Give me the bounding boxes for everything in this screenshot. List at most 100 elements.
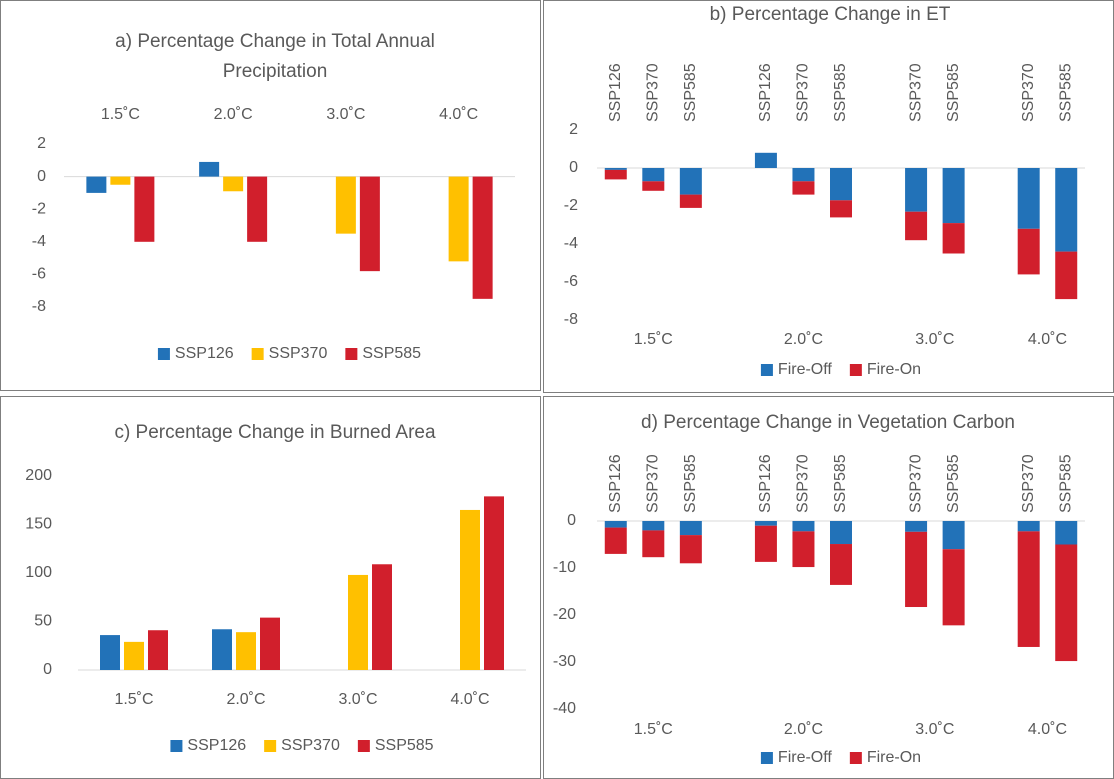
bar [86, 176, 107, 193]
bar [905, 211, 928, 241]
legend-swatch [849, 364, 862, 376]
x-tick-label: SSP585 [682, 63, 699, 122]
bar [448, 176, 469, 262]
y-tick-label: 0 [43, 661, 52, 678]
bar [472, 176, 493, 299]
y-tick-label: 0 [569, 159, 578, 176]
bar [335, 176, 356, 234]
bar [236, 632, 256, 670]
bar [792, 531, 815, 568]
legend-swatch [157, 348, 170, 360]
bar [359, 176, 380, 272]
bar [830, 521, 852, 545]
x-tick-label: SSP585 [945, 454, 962, 513]
bar [1055, 168, 1078, 252]
bar [942, 549, 965, 626]
bar [1017, 168, 1040, 229]
legend-swatch [760, 364, 773, 376]
group-label: 4.0˚C [1028, 331, 1067, 348]
bar [100, 635, 120, 670]
bar [942, 521, 965, 550]
bar [1055, 521, 1078, 545]
x-tick-label: SSP126 [607, 63, 624, 122]
x-tick-label: 2.0˚C [226, 691, 265, 708]
bar [679, 194, 702, 208]
bar [1017, 228, 1040, 275]
group-label: 4.0˚C [1028, 721, 1067, 738]
y-tick-label: 0 [567, 512, 576, 529]
legend-label: Fire-On [867, 749, 921, 766]
bar [348, 574, 368, 670]
bar [754, 521, 777, 526]
y-tick-label: -6 [564, 273, 578, 290]
x-tick-label: SSP370 [1020, 454, 1037, 513]
legend-swatch [760, 752, 773, 764]
x-tick-label: SSP370 [907, 454, 924, 513]
legend-label: Fire-Off [778, 749, 832, 766]
x-tick-label: SSP585 [832, 454, 849, 513]
bar [792, 521, 815, 532]
legend: SSP126 SSP370 SSP585 [170, 737, 434, 754]
bar [942, 223, 965, 254]
bar [642, 521, 665, 531]
legend-swatch [251, 348, 264, 360]
y-tick-label: -8 [564, 311, 578, 328]
x-tick-label: 1.5˚C [114, 691, 153, 708]
group-label: 3.0˚C [915, 331, 954, 348]
bar [642, 181, 665, 191]
y-tick-label: -8 [32, 298, 46, 315]
y-tick-label: -30 [553, 653, 576, 670]
x-tick-label: SSP370 [1020, 63, 1037, 122]
chart-title: b) Percentage Change in ET [709, 4, 951, 25]
y-tick-label: -6 [32, 266, 46, 283]
bar [604, 521, 627, 528]
legend-swatch [849, 752, 862, 764]
group-label: 1.5˚C [634, 721, 673, 738]
group-label: 2.0˚C [784, 331, 823, 348]
x-tick-label: SSP585 [1057, 63, 1074, 122]
bar [830, 168, 852, 201]
legend-swatch [345, 348, 358, 360]
bar [830, 544, 852, 585]
bar [1055, 251, 1078, 300]
group-label: 3.0˚C [915, 721, 954, 738]
legend: Fire-Off Fire-On [760, 749, 921, 766]
bar [460, 509, 480, 670]
y-tick-label: 100 [25, 564, 52, 581]
y-tick-label: 150 [25, 516, 52, 533]
legend-label: Fire-Off [778, 361, 832, 378]
bar [1017, 521, 1040, 532]
bar [642, 530, 665, 558]
bar [905, 521, 928, 532]
bar [1017, 531, 1040, 647]
x-tick-label: SSP585 [832, 63, 849, 122]
legend-swatch [357, 740, 370, 752]
bar [1055, 544, 1078, 662]
bar [212, 629, 232, 670]
y-tick-label: 0 [37, 168, 46, 185]
legend-label: SSP585 [375, 737, 434, 754]
bar [134, 176, 155, 242]
y-tick-label: -2 [32, 200, 46, 217]
bar [148, 630, 168, 670]
legend-label: SSP126 [175, 345, 234, 362]
chart-title: c) Percentage Change in Burned Area [114, 422, 436, 443]
x-tick-label: SSP370 [907, 63, 924, 122]
x-tick-label: 4.0˚C [450, 691, 489, 708]
bar [484, 496, 504, 670]
legend-swatch [170, 740, 183, 752]
bar [905, 168, 928, 212]
y-tick-label: -10 [553, 559, 576, 576]
legend-label: Fire-On [867, 361, 921, 378]
x-tick-label: SSP585 [682, 454, 699, 513]
bar [792, 168, 815, 182]
x-tick-label: SSP126 [607, 454, 624, 513]
x-tick-label: SSP585 [1057, 454, 1074, 513]
legend-label: SSP126 [187, 737, 246, 754]
bar [792, 181, 815, 195]
legend-label: SSP370 [269, 345, 328, 362]
bar [942, 168, 965, 224]
bar [604, 168, 627, 170]
bar [642, 168, 665, 182]
